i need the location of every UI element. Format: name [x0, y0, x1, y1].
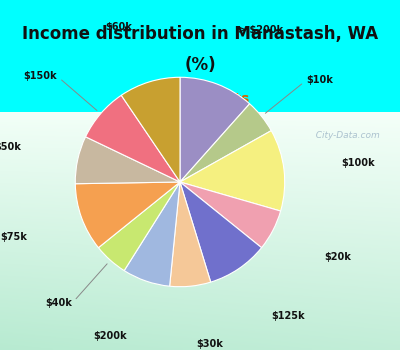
Wedge shape — [124, 182, 180, 286]
Text: $125k: $125k — [271, 312, 305, 321]
Text: $20k: $20k — [324, 252, 351, 262]
Wedge shape — [75, 182, 180, 248]
Text: City-Data.com: City-Data.com — [310, 131, 380, 140]
Text: $100k: $100k — [341, 158, 375, 168]
Wedge shape — [75, 137, 180, 184]
Wedge shape — [180, 182, 262, 282]
Text: $150k: $150k — [23, 71, 57, 81]
Text: (%): (%) — [184, 56, 216, 74]
Wedge shape — [121, 77, 180, 182]
Wedge shape — [180, 104, 271, 182]
Text: $50k: $50k — [0, 142, 22, 152]
Wedge shape — [180, 131, 285, 211]
Wedge shape — [180, 182, 281, 248]
Wedge shape — [86, 95, 180, 182]
Text: Income distribution in Manastash, WA: Income distribution in Manastash, WA — [22, 25, 378, 43]
Wedge shape — [170, 182, 211, 287]
Wedge shape — [180, 77, 250, 182]
Text: $200k: $200k — [94, 330, 127, 341]
Text: $60k: $60k — [106, 22, 132, 32]
Text: $10k: $10k — [306, 75, 333, 85]
Text: > $200k: > $200k — [238, 25, 283, 35]
Text: $40k: $40k — [45, 298, 72, 308]
Text: All residents: All residents — [151, 92, 249, 106]
Text: $30k: $30k — [196, 338, 223, 349]
Text: $75k: $75k — [0, 232, 27, 242]
Wedge shape — [98, 182, 180, 271]
